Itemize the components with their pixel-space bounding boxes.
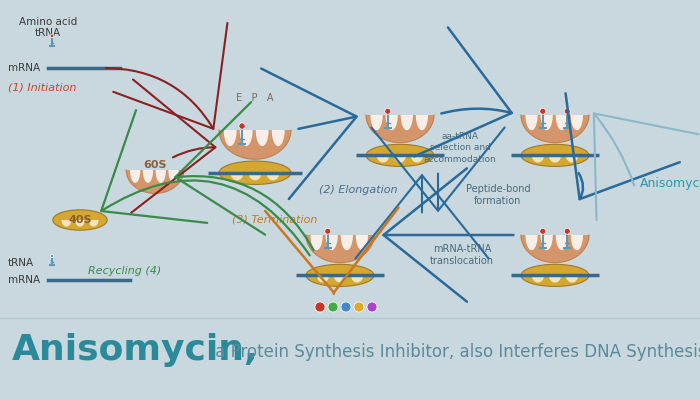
Ellipse shape	[521, 144, 589, 166]
Text: E   P   A: E P A	[237, 93, 274, 103]
Text: a Protein Synthesis Inhibitor, also Interferes DNA Synthesis: a Protein Synthesis Inhibitor, also Inte…	[210, 343, 700, 361]
Polygon shape	[540, 115, 553, 130]
Text: mRNA-tRNA
translocation: mRNA-tRNA translocation	[430, 244, 494, 266]
Text: 60S: 60S	[144, 160, 167, 170]
Polygon shape	[267, 173, 279, 180]
FancyArrowPatch shape	[175, 102, 314, 250]
FancyArrowPatch shape	[384, 168, 513, 302]
Text: 40S: 40S	[69, 215, 92, 225]
Polygon shape	[411, 155, 423, 162]
Polygon shape	[526, 115, 538, 130]
Polygon shape	[248, 173, 262, 180]
Polygon shape	[239, 130, 253, 146]
Text: Amino acid: Amino acid	[19, 17, 77, 27]
Polygon shape	[75, 220, 85, 227]
Circle shape	[564, 108, 570, 114]
Ellipse shape	[366, 144, 434, 166]
Polygon shape	[549, 275, 561, 282]
Text: (1) Initiation: (1) Initiation	[8, 83, 76, 93]
FancyArrowPatch shape	[414, 28, 512, 156]
Polygon shape	[416, 115, 428, 130]
Circle shape	[385, 108, 391, 114]
Polygon shape	[521, 235, 589, 263]
Polygon shape	[306, 235, 374, 263]
Circle shape	[328, 302, 338, 312]
Polygon shape	[556, 235, 568, 250]
Polygon shape	[219, 130, 291, 159]
Text: (2) Elongation: (2) Elongation	[318, 185, 398, 195]
FancyArrowPatch shape	[566, 93, 680, 199]
FancyArrowPatch shape	[594, 113, 699, 220]
Ellipse shape	[52, 210, 107, 230]
Text: mRNA: mRNA	[8, 63, 40, 73]
Polygon shape	[570, 235, 583, 250]
Polygon shape	[224, 130, 237, 146]
Circle shape	[341, 302, 351, 312]
FancyArrowPatch shape	[371, 128, 505, 211]
Polygon shape	[143, 170, 153, 183]
Polygon shape	[570, 115, 583, 130]
Circle shape	[315, 302, 325, 312]
FancyArrowPatch shape	[106, 23, 228, 129]
Polygon shape	[400, 115, 413, 130]
Polygon shape	[130, 170, 140, 183]
Text: Anisomycin,: Anisomycin,	[12, 333, 258, 367]
Text: Recycling (4): Recycling (4)	[88, 266, 161, 276]
Polygon shape	[155, 170, 166, 183]
Circle shape	[50, 254, 54, 258]
Polygon shape	[126, 170, 184, 193]
Text: Anisomycin: Anisomycin	[640, 176, 700, 190]
Polygon shape	[256, 130, 269, 146]
Text: Peptide-bond
formation: Peptide-bond formation	[466, 184, 531, 206]
Polygon shape	[566, 155, 578, 162]
Polygon shape	[370, 115, 383, 130]
Text: aa-tRNA
selection and
accommodation: aa-tRNA selection and accommodation	[424, 132, 496, 164]
Polygon shape	[89, 220, 99, 227]
Polygon shape	[230, 173, 244, 180]
Polygon shape	[351, 275, 363, 282]
Text: tRNA: tRNA	[8, 258, 34, 268]
Polygon shape	[394, 155, 406, 162]
Polygon shape	[526, 235, 538, 250]
Text: tRNA: tRNA	[35, 28, 61, 38]
Text: (3) Termination: (3) Termination	[232, 215, 318, 225]
Circle shape	[50, 34, 54, 38]
Circle shape	[239, 123, 245, 129]
FancyArrowPatch shape	[356, 175, 489, 258]
Polygon shape	[272, 130, 285, 146]
Circle shape	[540, 108, 546, 114]
FancyArrowPatch shape	[265, 208, 398, 294]
Circle shape	[564, 228, 570, 234]
Polygon shape	[549, 155, 561, 162]
Polygon shape	[386, 115, 398, 130]
Polygon shape	[532, 155, 544, 162]
Polygon shape	[556, 115, 568, 130]
Polygon shape	[366, 115, 434, 143]
Text: mRNA: mRNA	[8, 275, 40, 285]
FancyArrowPatch shape	[131, 80, 216, 213]
Polygon shape	[334, 275, 346, 282]
Polygon shape	[356, 235, 368, 250]
Ellipse shape	[306, 264, 374, 286]
Polygon shape	[521, 115, 589, 143]
Polygon shape	[317, 275, 329, 282]
Ellipse shape	[521, 264, 589, 286]
FancyArrowPatch shape	[261, 68, 356, 199]
Ellipse shape	[219, 161, 291, 184]
Circle shape	[367, 302, 377, 312]
Polygon shape	[326, 235, 338, 250]
Polygon shape	[540, 235, 553, 250]
Polygon shape	[311, 235, 323, 250]
Circle shape	[325, 228, 330, 234]
Polygon shape	[566, 275, 578, 282]
Polygon shape	[169, 170, 178, 183]
FancyArrowPatch shape	[102, 110, 309, 255]
Polygon shape	[341, 235, 353, 250]
Circle shape	[540, 228, 546, 234]
Polygon shape	[62, 220, 71, 227]
Polygon shape	[532, 275, 544, 282]
Circle shape	[354, 302, 364, 312]
Polygon shape	[377, 155, 389, 162]
